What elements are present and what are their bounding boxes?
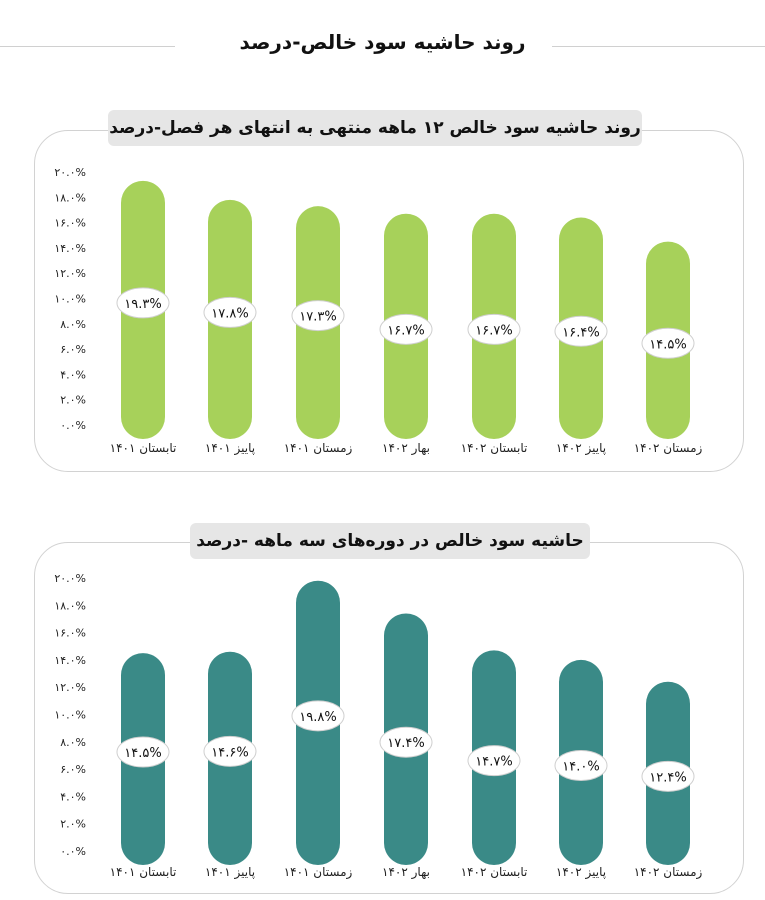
y-tick-label: ۱۴.۰%: [54, 242, 86, 255]
x-tick-label: زمستان ۱۴۰۱: [284, 441, 353, 456]
page-title: روند حاشیه سود خالص-درصد: [239, 30, 526, 54]
data-label-bubble: [291, 700, 345, 732]
x-tick-label: پاییز ۱۴۰۱: [205, 441, 255, 456]
data-label-bubble: [467, 745, 521, 777]
data-label: ۱۷.۴%: [387, 736, 424, 751]
data-label-bubble: [641, 327, 695, 359]
x-tick-label: تابستان ۱۴۰۲: [461, 441, 528, 455]
x-tick-label: پاییز ۱۴۰۲: [556, 441, 606, 456]
y-tick-label: ۴.۰%: [60, 790, 86, 803]
data-label: ۱۹.۸%: [299, 710, 336, 725]
title-rule-right: [552, 46, 765, 47]
x-tick-label: بهار ۱۴۰۲: [382, 441, 430, 456]
data-label: ۱۶.۷%: [387, 323, 424, 338]
data-label: ۱۴.۶%: [211, 745, 248, 760]
data-label-bubble: [379, 726, 433, 758]
data-label-bubble: [116, 287, 170, 319]
x-tick-label: زمستان ۱۴۰۱: [284, 865, 353, 880]
y-tick-label: ۸.۰%: [60, 318, 86, 331]
title-rule-left: [0, 46, 175, 47]
data-label-bubble: [291, 300, 345, 332]
y-tick-label: ۶.۰%: [60, 343, 86, 356]
data-label-bubble: [379, 313, 433, 345]
y-tick-label: ۱۸.۰%: [54, 599, 86, 612]
y-tick-label: ۲.۰%: [60, 394, 86, 407]
data-label-bubble: [116, 736, 170, 768]
data-label: ۱۲.۴%: [649, 770, 686, 785]
y-tick-label: ۲.۰%: [60, 818, 86, 831]
data-label: ۱۷.۳%: [299, 310, 336, 325]
x-tick-label: تابستان ۱۴۰۱: [110, 441, 177, 455]
x-tick-label: تابستان ۱۴۰۱: [110, 865, 177, 879]
chart-12month: ۰.۰% ۲.۰% ۴.۰% ۶.۰% ۸.۰% ۱۰.۰% ۱۲.۰% ۱۴.۰% ۱۶.۰%…: [54, 166, 703, 456]
y-tick-label: ۰.۰%: [60, 419, 86, 432]
x-tick-label: تابستان ۱۴۰۲: [461, 865, 528, 879]
x-tick-label: پاییز ۱۴۰۱: [205, 865, 255, 880]
y-tick-label: ۱۶.۰%: [54, 627, 86, 640]
data-label: ۱۶.۷%: [475, 323, 512, 338]
data-label: ۱۹.۳%: [124, 297, 161, 312]
x-tick-label: بهار ۱۴۰۲: [382, 865, 430, 880]
data-label: ۱۴.۵%: [124, 746, 161, 761]
y-tick-label: ۴.۰%: [60, 368, 86, 381]
data-label: ۱۴.۰%: [562, 759, 599, 774]
y-tick-label: ۱۴.۰%: [54, 654, 86, 667]
data-label: ۱۶.۴%: [562, 325, 599, 340]
y-tick-label: ۱۰.۰%: [54, 709, 86, 722]
chart-title-quarterly: حاشیه سود خالص در دوره‌های سه ماهه -درصد: [190, 523, 590, 559]
y-tick-label: ۶.۰%: [60, 763, 86, 776]
y-tick-label: ۰.۰%: [60, 845, 86, 858]
chart-title-12month: روند حاشیه سود خالص ۱۲ ماهه منتهی به انت…: [108, 110, 642, 146]
y-tick-label: ۱۶.۰%: [54, 217, 86, 230]
data-label: ۱۷.۸%: [211, 306, 248, 321]
y-tick-label: ۱۸.۰%: [54, 191, 86, 204]
y-tick-label: ۱۲.۰%: [54, 681, 86, 694]
x-tick-label: پاییز ۱۴۰۲: [556, 865, 606, 880]
y-tick-label: ۱۰.۰%: [54, 293, 86, 306]
data-label-bubble: [554, 315, 608, 347]
data-label-bubble: [554, 749, 608, 781]
y-tick-label: ۲۰.۰%: [54, 572, 86, 585]
x-tick-label: زمستان ۱۴۰۲: [634, 865, 703, 880]
data-label-bubble: [467, 313, 521, 345]
x-tick-label: زمستان ۱۴۰۲: [634, 441, 703, 456]
data-label-bubble: [203, 735, 257, 767]
y-tick-label: ۱۲.۰%: [54, 267, 86, 280]
data-label: ۱۴.۵%: [649, 337, 686, 352]
y-tick-label: ۸.۰%: [60, 736, 86, 749]
data-label-bubble: [203, 296, 257, 328]
data-label-bubble: [641, 760, 695, 792]
data-label: ۱۴.۷%: [475, 755, 512, 770]
y-tick-label: ۲۰.۰%: [54, 166, 86, 179]
